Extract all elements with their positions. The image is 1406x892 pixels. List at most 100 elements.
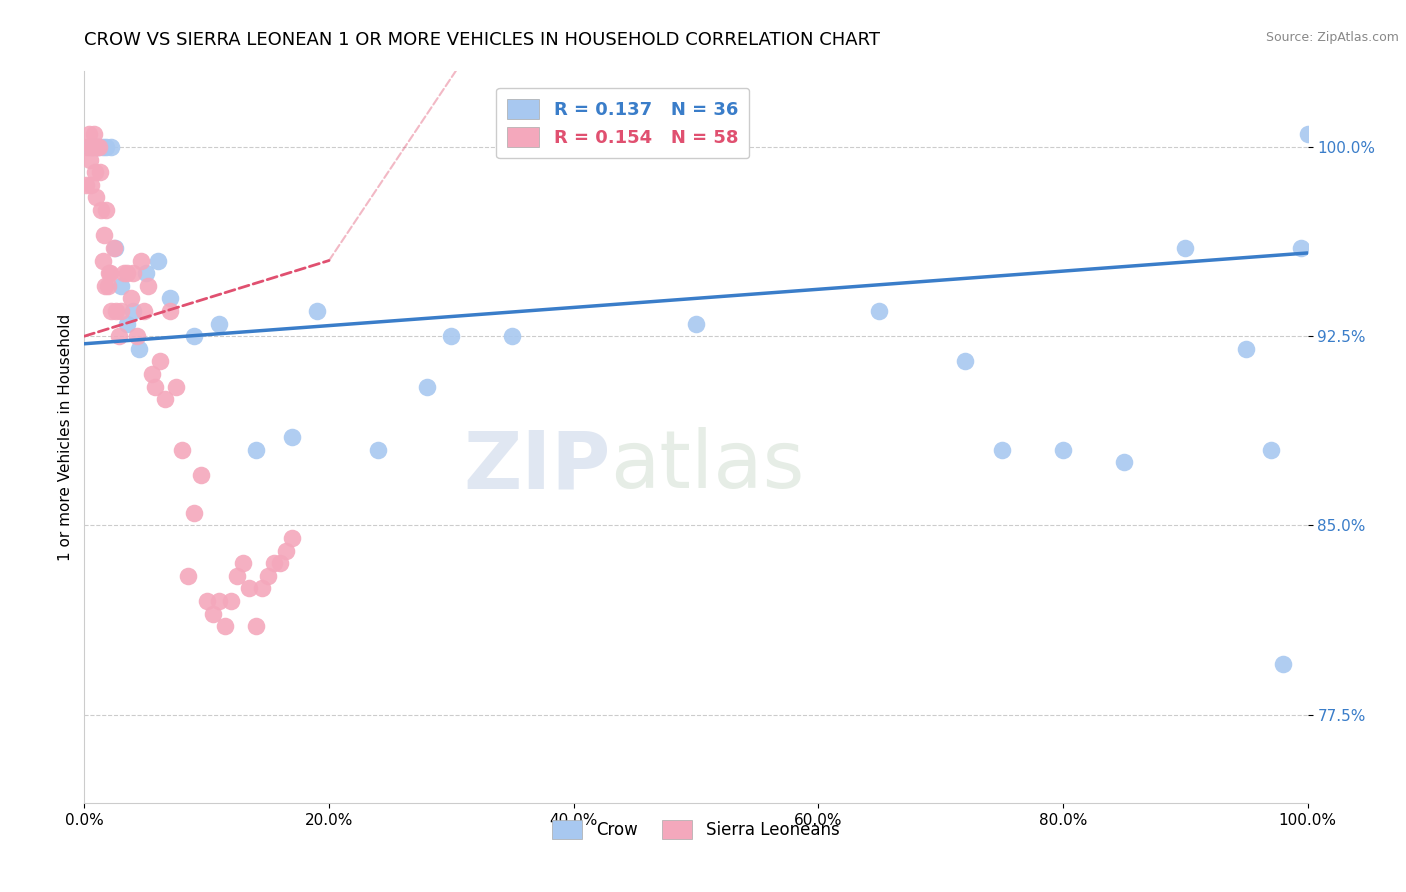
Point — [91, 253, 114, 268]
Point — [77, 140, 100, 154]
Point — [245, 442, 267, 457]
Point — [153, 392, 176, 407]
Point — [276, 543, 298, 558]
Point — [129, 253, 152, 268]
Point — [76, 140, 98, 154]
Point — [89, 165, 111, 179]
Point — [83, 128, 105, 142]
Point — [100, 304, 122, 318]
Point — [226, 569, 249, 583]
Point — [685, 317, 707, 331]
Point — [367, 442, 389, 457]
Point — [103, 241, 125, 255]
Point — [93, 228, 115, 243]
Point — [502, 329, 524, 343]
Point — [1291, 241, 1313, 255]
Point — [250, 582, 273, 596]
Text: CROW VS SIERRA LEONEAN 1 OR MORE VEHICLES IN HOUSEHOLD CORRELATION CHART: CROW VS SIERRA LEONEAN 1 OR MORE VEHICLE… — [84, 31, 880, 49]
Point — [214, 619, 236, 633]
Point — [208, 317, 231, 331]
Point — [97, 278, 120, 293]
Point — [263, 556, 285, 570]
Point — [146, 253, 169, 268]
Point — [219, 594, 242, 608]
Point — [134, 304, 156, 318]
Point — [195, 594, 218, 608]
Point — [84, 140, 107, 154]
Point — [84, 190, 107, 204]
Text: ZIP: ZIP — [463, 427, 610, 506]
Point — [305, 304, 328, 318]
Point — [105, 304, 128, 318]
Point — [83, 165, 105, 179]
Text: atlas: atlas — [610, 427, 804, 506]
Point — [125, 329, 148, 343]
Point — [183, 506, 205, 520]
Point — [269, 556, 291, 570]
Point — [112, 266, 135, 280]
Point — [98, 266, 121, 280]
Point — [96, 140, 118, 154]
Point — [141, 367, 163, 381]
Point — [281, 531, 304, 545]
Point — [869, 304, 891, 318]
Point — [159, 304, 181, 318]
Point — [87, 140, 110, 154]
Point — [135, 266, 157, 280]
Legend: Crow, Sierra Leoneans: Crow, Sierra Leoneans — [546, 814, 846, 846]
Point — [115, 266, 138, 280]
Point — [208, 594, 231, 608]
Point — [440, 329, 463, 343]
Point — [80, 178, 103, 192]
Point — [1296, 128, 1319, 142]
Point — [77, 128, 100, 142]
Text: Source: ZipAtlas.com: Source: ZipAtlas.com — [1265, 31, 1399, 45]
Point — [94, 278, 117, 293]
Point — [120, 291, 142, 305]
Point — [953, 354, 976, 368]
Point — [165, 379, 187, 393]
Point — [80, 140, 103, 154]
Point — [75, 178, 97, 192]
Point — [128, 342, 150, 356]
Point — [100, 140, 122, 154]
Point — [104, 241, 127, 255]
Point — [90, 203, 112, 218]
Point — [183, 329, 205, 343]
Point — [245, 619, 267, 633]
Point — [416, 379, 439, 393]
Point — [143, 379, 166, 393]
Point — [82, 140, 104, 154]
Point — [159, 291, 181, 305]
Y-axis label: 1 or more Vehicles in Household: 1 or more Vehicles in Household — [58, 313, 73, 561]
Point — [97, 266, 120, 280]
Point — [1174, 241, 1197, 255]
Point — [79, 153, 101, 167]
Point — [122, 304, 145, 318]
Point — [136, 278, 159, 293]
Point — [96, 203, 118, 218]
Point — [115, 317, 138, 331]
Point — [110, 304, 132, 318]
Point — [91, 140, 114, 154]
Point — [257, 569, 280, 583]
Point — [172, 442, 194, 457]
Point — [991, 442, 1014, 457]
Point — [1114, 455, 1136, 469]
Point — [1260, 442, 1282, 457]
Point — [232, 556, 254, 570]
Point — [177, 569, 200, 583]
Point — [281, 430, 304, 444]
Point — [1272, 657, 1295, 671]
Point — [201, 607, 224, 621]
Point — [86, 140, 108, 154]
Point — [149, 354, 172, 368]
Point — [122, 266, 145, 280]
Point — [238, 582, 260, 596]
Point — [87, 140, 110, 154]
Point — [1236, 342, 1258, 356]
Point — [190, 467, 212, 482]
Point — [110, 278, 132, 293]
Point — [1052, 442, 1074, 457]
Point — [107, 329, 129, 343]
